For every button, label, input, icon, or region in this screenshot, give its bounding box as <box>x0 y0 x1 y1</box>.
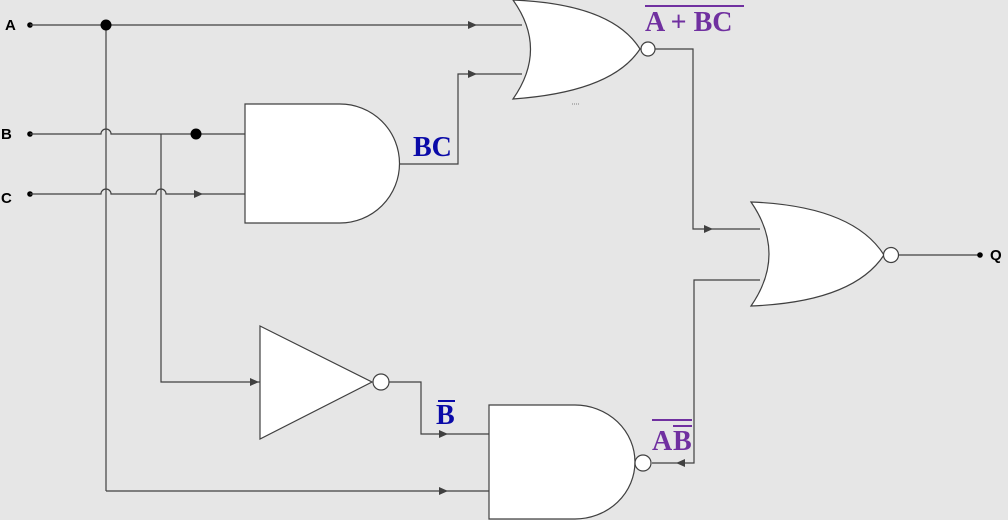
input-label-b: B <box>1 126 12 143</box>
nor-gate-bubble <box>640 41 656 57</box>
nor-gate <box>511 0 641 100</box>
wire-b-to-and <box>30 128 245 135</box>
label-nor-output: A + BC <box>645 7 733 38</box>
arrow-a-nand <box>439 487 448 495</box>
final-or-gate-bubble <box>882 246 900 264</box>
not-gate-bubble <box>372 373 390 391</box>
nand-gate-bubble <box>634 454 652 472</box>
not-gate <box>259 325 374 440</box>
wire-b-to-not <box>160 134 260 383</box>
label-bc: BC <box>413 132 452 163</box>
final-or-gate <box>749 201 885 307</box>
arrow-nand-or <box>676 459 685 467</box>
junction-dot-b <box>190 128 202 140</box>
label-not-b: B <box>436 400 455 431</box>
and-gate <box>244 103 401 224</box>
label-nand-a: A <box>652 426 673 457</box>
nand-gate <box>488 404 636 520</box>
wire-bc-to-nor <box>398 73 522 165</box>
arrow-b-not <box>250 378 259 386</box>
label-nand-b: B <box>673 426 692 457</box>
output-label-q: Q <box>990 247 1002 264</box>
wire-nor-to-or <box>655 48 760 230</box>
wire-c-to-and <box>30 188 245 195</box>
arrow-c-and <box>194 190 203 198</box>
input-label-a: A <box>5 17 16 34</box>
wire-nand-to-or <box>652 279 760 464</box>
arrow-nor-or <box>704 225 713 233</box>
arrow-bc-nor <box>468 70 477 78</box>
arrow-a-nor <box>468 21 477 29</box>
arrow-notb-nand <box>439 430 448 438</box>
output-terminal-q <box>977 252 983 258</box>
input-label-c: C <box>1 190 12 207</box>
junction-dot-a <box>100 19 112 31</box>
wire-notb-to-nand <box>389 381 489 435</box>
